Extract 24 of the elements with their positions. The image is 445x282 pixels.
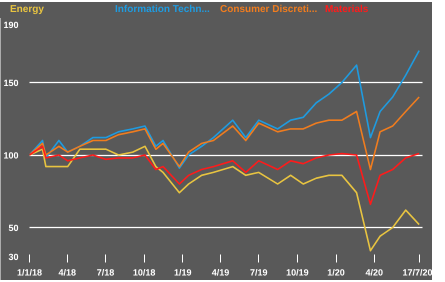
- x-tick-label: 1/20: [327, 268, 345, 278]
- line-series: [30, 146, 420, 252]
- x-tick-label: 7/18: [96, 268, 114, 278]
- x-tick-label: 10/19: [286, 268, 309, 278]
- y-tick-label: 50: [8, 223, 19, 233]
- x-tick-label: 17/7/20: [402, 268, 433, 278]
- text: Consumer Discreti...: [220, 3, 318, 17]
- x-tick-label: 7/19: [250, 268, 268, 278]
- x-tick-label: 4/20: [365, 268, 383, 278]
- x-tick-label: 4/19: [212, 268, 230, 278]
- y-tick-label: 190: [3, 20, 19, 30]
- y-tick-label: 30: [8, 252, 19, 262]
- line-series: [30, 96, 420, 170]
- line-series: [30, 50, 420, 169]
- text: Information Techn...: [115, 3, 211, 17]
- x-tick-label: 4/18: [58, 268, 76, 278]
- y-tick-label: 150: [3, 78, 19, 88]
- text: Materials: [325, 3, 370, 17]
- line-series: [30, 146, 420, 206]
- text: Energy: [10, 3, 45, 17]
- x-tick-label: 1/1/18: [16, 268, 42, 278]
- x-tick-label: 10/18: [132, 268, 156, 278]
- x-tick-label: 1/19: [174, 268, 192, 278]
- y-tick-label: 100: [3, 150, 19, 160]
